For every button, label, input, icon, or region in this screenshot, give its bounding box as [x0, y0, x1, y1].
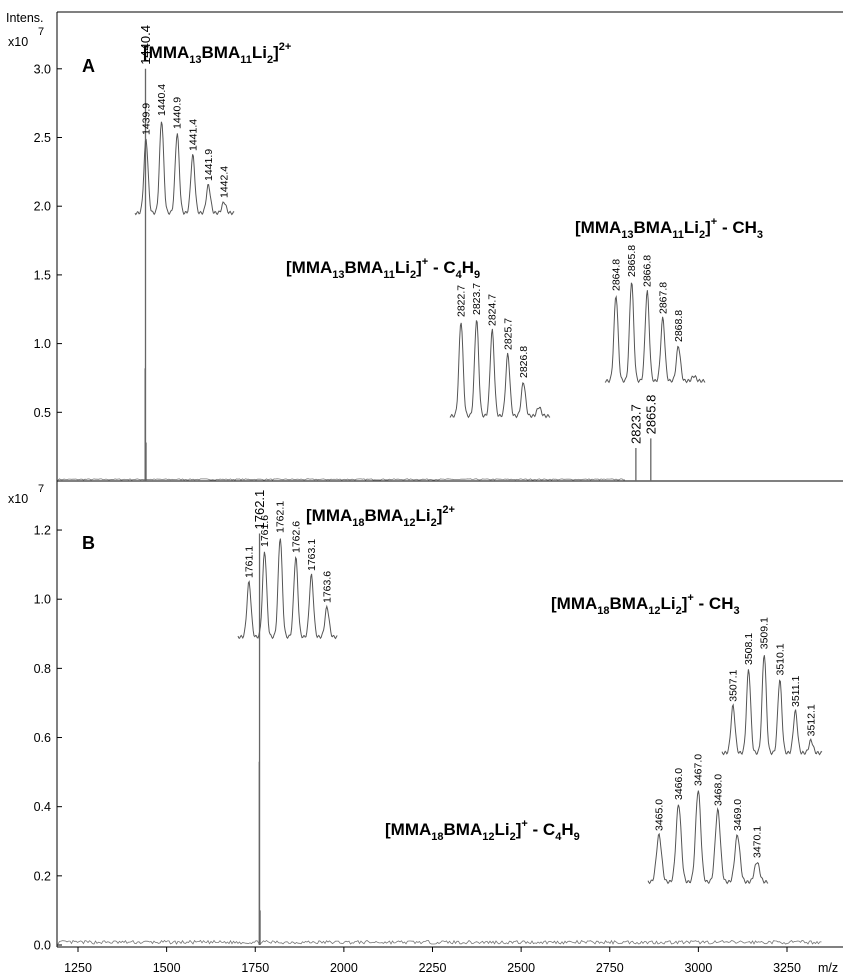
x-tick-label: 2750 — [596, 961, 624, 975]
isotope-peak-label: 1439.9 — [141, 103, 153, 135]
panel-b-y-exponent: 7 — [38, 483, 44, 495]
isotope-peak-label: 2823.7 — [471, 283, 483, 315]
isotope-peak-label: 2824.7 — [487, 294, 499, 326]
isotope-inset-trace — [721, 655, 823, 756]
isotope-inset-trace — [647, 790, 769, 885]
panel-b-axes — [56, 481, 843, 948]
panel-b-y-tick-label: 1.2 — [34, 524, 51, 538]
panel-a-y-exponent-base: x10 — [8, 35, 28, 49]
annotation-a-doubly-charged: [MMA13BMA11Li2]2+ — [143, 41, 291, 66]
isotope-peak-label: 1761.6 — [259, 515, 271, 547]
peak-label: 2823.7 — [628, 404, 643, 444]
isotope-peak-label: 3469.0 — [732, 799, 744, 831]
isotope-peak-label: 1763.1 — [306, 539, 318, 571]
x-tick-label: 1750 — [241, 961, 269, 975]
isotope-peak-label: 1761.1 — [244, 546, 256, 578]
panel-b-y-tick-label: 0.2 — [34, 869, 51, 883]
isotope-peak-label: 2866.8 — [642, 255, 654, 287]
isotope-peak-label: 2822.7 — [456, 285, 468, 317]
isotope-peak-label: 1441.9 — [203, 149, 215, 181]
panel-a-y-tick-label: 2.5 — [34, 131, 51, 145]
panel-b-y-tick-label: 0.4 — [34, 800, 51, 814]
panel-b-y-ticks: 0.0 0.2 0.4 0.6 0.8 1.0 1.2 — [34, 524, 62, 953]
panel-a-y-tick-label: 3.0 — [34, 62, 51, 76]
panel-a-label: A — [82, 56, 95, 76]
panel-b-y-tick-label: 0.8 — [34, 662, 51, 676]
peak-label: 2865.8 — [643, 395, 658, 435]
isotope-peak-label: 3509.1 — [759, 617, 771, 649]
isotope-peak-label: 2868.8 — [673, 310, 685, 342]
isotope-inset-trace — [237, 538, 338, 640]
isotope-peak-label: 2864.8 — [611, 259, 623, 291]
isotope-peak-label: 2867.8 — [657, 282, 669, 314]
panel-b-y-exponent-base: x10 — [8, 492, 28, 506]
annotation-b-doubly-charged: [MMA18BMA12Li2]2+ — [306, 504, 455, 529]
peak-label: 1440.4 — [138, 25, 153, 65]
panel-a-baseline — [57, 478, 625, 481]
annotation-b-minus-c4h9: [MMA18BMA12Li2]+ - C4H9 — [385, 818, 580, 843]
isotope-inset-trace — [449, 320, 551, 419]
isotope-peak-label: 3511.1 — [790, 676, 802, 707]
peak-label: 1762.1 — [252, 490, 267, 530]
panel-b-peaks: 1762.13467.03509.1 — [252, 490, 267, 945]
isotope-peak-label: 3467.0 — [693, 754, 705, 786]
x-tick-label: 2500 — [507, 961, 535, 975]
x-tick-label: 2000 — [330, 961, 358, 975]
isotope-peak-label: 1440.4 — [156, 84, 168, 116]
panel-a-y-axis-title: Intens. — [6, 11, 44, 25]
annotation-a-minus-ch3: [MMA13BMA11Li2]+ - CH3 — [575, 216, 763, 241]
panel-b-baseline — [57, 939, 822, 945]
x-axis-unit: m/z — [818, 961, 838, 975]
panel-a-y-tick-label: 2.0 — [34, 200, 51, 214]
isotope-peak-label: 3512.1 — [806, 704, 818, 736]
isotope-peak-label: 3466.0 — [673, 768, 685, 800]
panel-b-y-tick-label: 0.6 — [34, 731, 51, 745]
annotation-a-minus-c4h9: [MMA13BMA11Li2]+ - C4H9 — [286, 256, 480, 281]
isotope-peak-label: 3510.1 — [774, 643, 786, 675]
isotope-peak-label: 2826.8 — [518, 346, 530, 378]
panel-a-y-ticks: 0.5 1.0 1.5 2.0 2.5 3.0 — [34, 62, 62, 420]
annotation-b-minus-ch3: [MMA18BMA12Li2]+ - CH3 — [551, 592, 740, 617]
x-tick-label: 3250 — [773, 961, 801, 975]
panel-a-axes — [56, 11, 843, 482]
panel-b-noise-trace — [57, 939, 822, 945]
panel-a-y-exponent: 7 — [38, 26, 44, 38]
panel-b-label: B — [82, 533, 95, 553]
isotope-peak-label: 1762.1 — [275, 501, 287, 533]
panel-b-y-tick-label: 0.0 — [34, 939, 51, 953]
isotope-inset-trace — [134, 121, 235, 216]
isotope-peak-label: 3508.1 — [743, 633, 755, 665]
isotope-peak-label: 1441.4 — [187, 119, 199, 151]
panel-a-noise-trace — [57, 478, 625, 481]
isotope-peak-label: 3507.1 — [728, 669, 740, 701]
panel-a-y-tick-label: 1.0 — [34, 337, 51, 351]
isotope-peak-label: 1440.9 — [172, 97, 184, 129]
x-tick-label: 1250 — [64, 961, 92, 975]
x-axis-ticks: 1250150017502000225025002750300032503500 — [64, 947, 801, 975]
isotope-peak-label: 3468.0 — [712, 774, 724, 806]
isotope-peak-label: 3470.1 — [752, 826, 764, 858]
isotope-peak-label: 2825.7 — [502, 318, 514, 350]
panel-a-y-tick-label: 0.5 — [34, 406, 51, 420]
isotope-peak-label: 1762.6 — [290, 521, 302, 553]
x-tick-label: 2250 — [419, 961, 447, 975]
isotope-peak-label: 1763.6 — [322, 571, 334, 603]
isotope-peak-label: 1442.4 — [219, 166, 231, 198]
x-tick-label: 1500 — [153, 961, 181, 975]
panel-a-y-tick-label: 1.5 — [34, 268, 51, 282]
x-tick-label: 3000 — [684, 961, 712, 975]
isotope-peak-label: 3465.0 — [654, 799, 666, 831]
isotope-inset-trace — [604, 282, 706, 384]
panel-b-y-tick-label: 1.0 — [34, 593, 51, 607]
isotope-peak-label: 2865.8 — [626, 245, 638, 277]
